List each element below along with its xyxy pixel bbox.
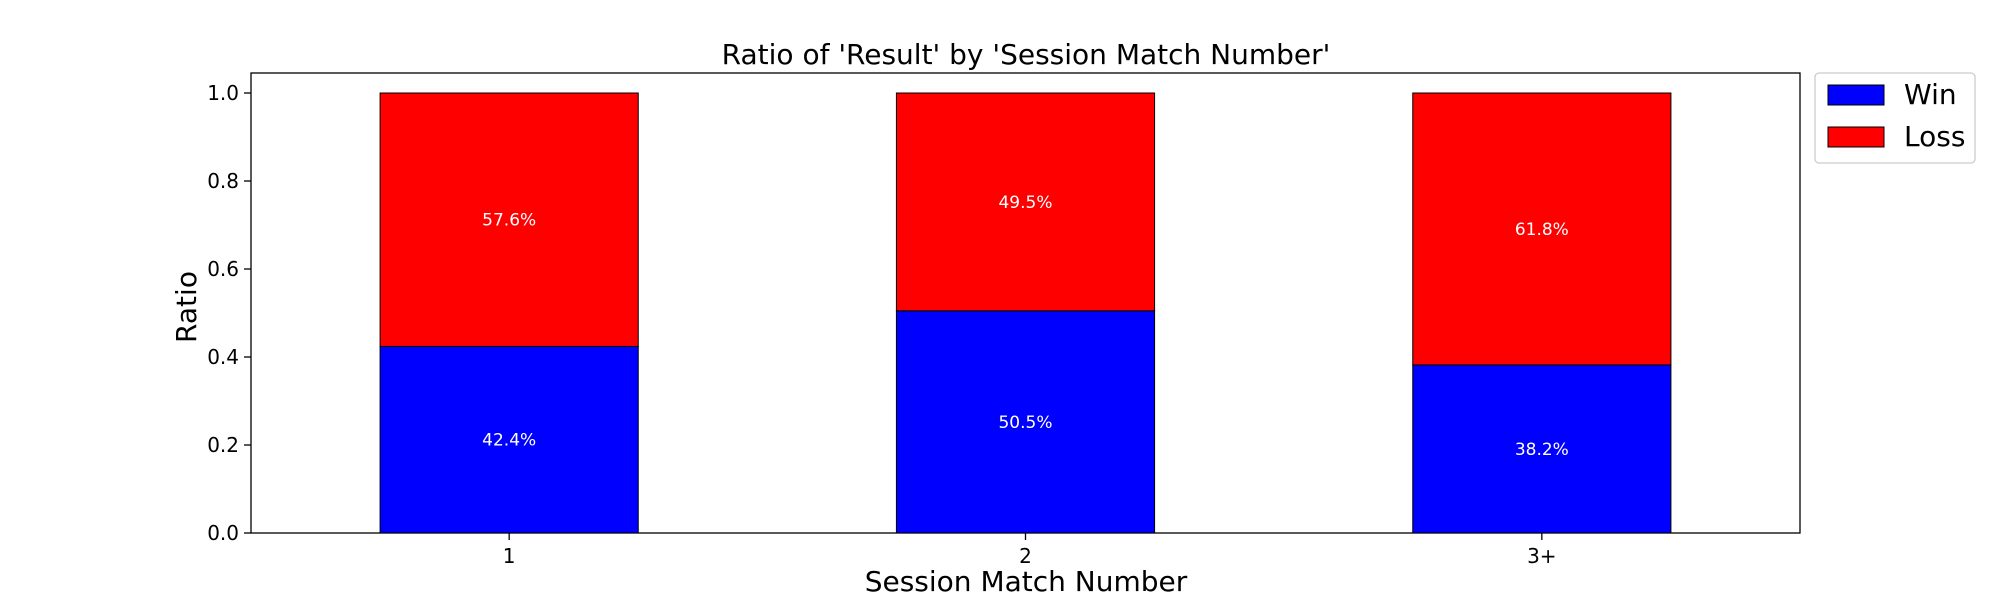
y-tick-label: 0.0 [207,521,239,545]
bar-loss-3 [1412,92,1672,366]
data-label-loss-1: 57.6% [482,211,536,231]
x-tick-label: 2 [1019,544,1032,568]
data-label-win-2: 50.5% [998,413,1052,433]
data-label-loss-3: 61.8% [1515,220,1569,240]
bar-labels-group: 42.4% 57.6% 50.5% 49.5% 38.2% 61.8% [482,193,1569,460]
x-axis-label: Session Match Number [865,565,1188,598]
legend-swatch-loss [1827,126,1885,148]
y-tick-label: 0.2 [207,433,239,457]
y-axis: 0.0 0.2 0.4 0.6 0.8 1.0 [207,81,251,545]
data-label-win-3: 38.2% [1515,440,1569,460]
chart-title: Ratio of 'Result' by 'Session Match Numb… [722,38,1331,71]
legend: Win Loss [1814,72,1976,164]
legend-swatch-win [1827,84,1885,106]
data-label-win-1: 42.4% [482,431,536,451]
legend-label-win: Win [1904,78,1957,111]
legend-label-loss: Loss [1904,120,1965,153]
bar-loss-2 [895,92,1156,312]
data-label-loss-2: 49.5% [998,193,1052,213]
bars-group [379,92,1672,534]
y-axis-label: Ratio [170,271,203,343]
y-tick-label: 0.4 [207,345,239,369]
y-tick-label: 0.6 [207,257,239,281]
y-tick-label: 0.8 [207,169,239,193]
x-axis: 1 2 3+ [503,533,1557,568]
x-tick-label: 3+ [1527,544,1556,568]
x-tick-label: 1 [503,544,516,568]
y-tick-label: 1.0 [207,81,239,105]
bar-loss-1 [379,92,639,347]
